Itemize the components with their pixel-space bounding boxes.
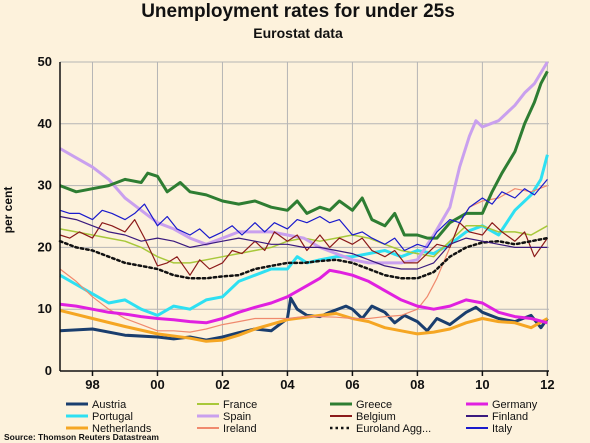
x-tick-label: 12 bbox=[540, 377, 554, 392]
y-tick-label: 20 bbox=[38, 239, 52, 254]
series-lines bbox=[58, 61, 549, 343]
series-line-finland bbox=[59, 215, 548, 270]
y-tick-labels: 0 10 20 30 40 50 bbox=[38, 54, 52, 378]
legend-item-austria: Austria bbox=[66, 399, 127, 411]
x-tick-label: 08 bbox=[410, 377, 424, 392]
legend-label: Italy bbox=[492, 423, 513, 435]
x-tick-label: 06 bbox=[345, 377, 359, 392]
legend-label: Euroland Agg... bbox=[356, 423, 431, 435]
legend-item-euroland-agg: Euroland Agg... bbox=[330, 423, 431, 435]
legend-item-belgium: Belgium bbox=[330, 411, 396, 423]
legend-item-france: France bbox=[197, 399, 257, 411]
legend-label: Portugal bbox=[92, 411, 133, 423]
legend-label: Finland bbox=[492, 411, 528, 423]
y-tick-label: 10 bbox=[38, 301, 52, 316]
legend-item-ireland: Ireland bbox=[197, 423, 257, 435]
series-line-germany bbox=[59, 268, 548, 325]
y-tick-label: 0 bbox=[45, 363, 52, 378]
x-tick-label: 10 bbox=[475, 377, 489, 392]
x-tick-label: 02 bbox=[215, 377, 229, 392]
legend-label: Ireland bbox=[223, 423, 257, 435]
legend-item-italy: Italy bbox=[466, 423, 513, 435]
y-tick-label: 30 bbox=[38, 178, 52, 193]
legend-label: Netherlands bbox=[92, 423, 152, 435]
legend-item-finland: Finland bbox=[466, 411, 528, 423]
x-tick-label: 98 bbox=[85, 377, 99, 392]
series-line-euroland-agg bbox=[58, 236, 549, 280]
gridlines bbox=[60, 61, 549, 371]
legend-label: Spain bbox=[223, 411, 251, 423]
y-axis-label: per cent bbox=[1, 187, 15, 234]
series-line-spain bbox=[59, 61, 549, 265]
source-note: Source: Thomson Reuters Datastream bbox=[4, 432, 159, 442]
series-line-portugal bbox=[59, 154, 549, 317]
legend-label: France bbox=[223, 399, 257, 411]
legend-label: Austria bbox=[92, 399, 127, 411]
legend-item-greece: Greece bbox=[330, 399, 392, 411]
x-tick-label: 04 bbox=[280, 377, 295, 392]
x-tick-labels: 98 00 02 04 06 08 10 12 bbox=[85, 371, 555, 392]
series-line-belgium bbox=[59, 219, 548, 276]
series-line-italy bbox=[59, 179, 548, 252]
legend-item-germany: Germany bbox=[466, 399, 538, 411]
x-tick-label: 00 bbox=[150, 377, 164, 392]
y-tick-label: 40 bbox=[38, 116, 52, 131]
series-line-greece bbox=[59, 70, 549, 240]
legend-label: Greece bbox=[356, 399, 392, 411]
legend-item-spain: Spain bbox=[197, 411, 251, 423]
y-tick-label: 50 bbox=[38, 54, 52, 69]
chart-subtitle: Eurostat data bbox=[253, 25, 343, 41]
chart-title: Unemployment rates for under 25s bbox=[141, 1, 455, 22]
legend-label: Belgium bbox=[356, 411, 396, 423]
legend-item-netherlands: Netherlands bbox=[66, 423, 152, 435]
legend-label: Germany bbox=[492, 399, 538, 411]
legend-item-portugal: Portugal bbox=[66, 411, 133, 423]
